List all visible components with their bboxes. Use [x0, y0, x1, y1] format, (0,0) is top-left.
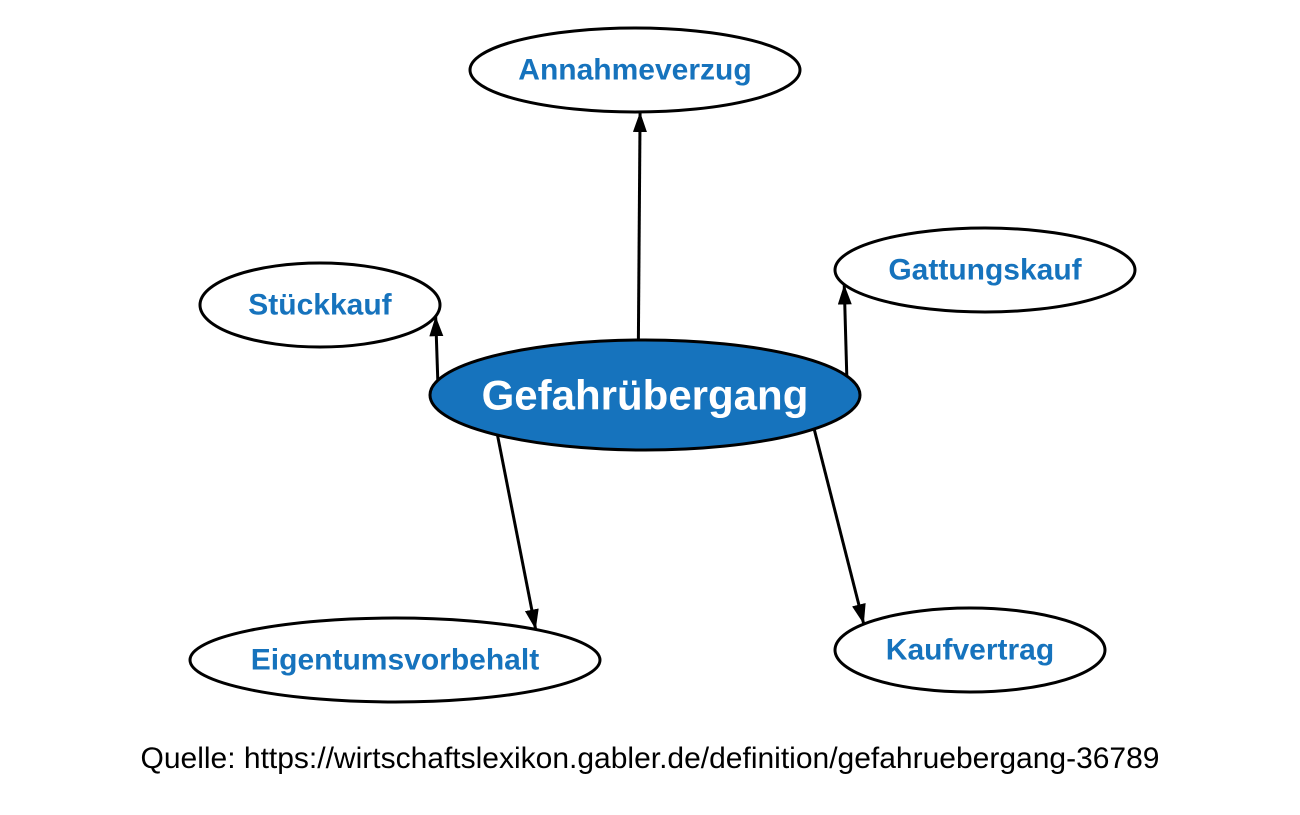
center-node-center[interactable]: Gefahrübergang — [430, 340, 860, 450]
node-eigentumsvorbehalt[interactable]: Eigentumsvorbehalt — [190, 618, 600, 702]
mindmap-diagram: Annahmeverzug Gattungskauf Stückkauf Eigent… — [0, 0, 1300, 815]
node-label: Annahmeverzug — [518, 54, 751, 87]
node-gattungskauf[interactable]: Gattungskauf — [835, 228, 1135, 312]
node-annahmeverzug[interactable]: Annahmeverzug — [470, 28, 800, 112]
edge-annahmeverzug — [638, 112, 640, 340]
node-label: Gefahrübergang — [482, 372, 809, 419]
node-label: Eigentumsvorbehalt — [251, 644, 539, 677]
node-label: Kaufvertrag — [886, 634, 1054, 667]
node-stueckkauf[interactable]: Stückkauf — [200, 263, 440, 347]
source-caption: Quelle: https://wirtschaftslexikon.gable… — [141, 742, 1160, 775]
node-kaufvertrag[interactable]: Kaufvertrag — [835, 608, 1105, 692]
node-label: Gattungskauf — [888, 254, 1082, 287]
node-label: Stückkauf — [248, 289, 392, 322]
